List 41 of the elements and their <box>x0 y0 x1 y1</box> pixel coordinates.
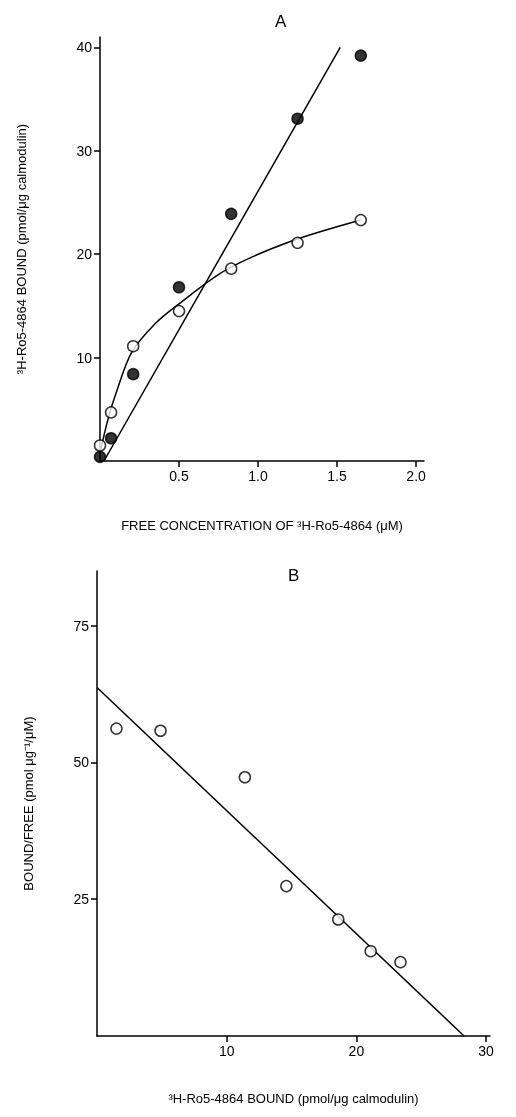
point <box>93 450 107 464</box>
point <box>280 879 293 893</box>
point <box>394 955 407 969</box>
point <box>154 724 167 737</box>
y-tick-label: 75 <box>73 617 90 634</box>
chart-title: B <box>288 566 300 585</box>
point <box>291 112 304 125</box>
y-tick-label: 50 <box>73 754 90 771</box>
y-tick-label: 10 <box>76 349 93 366</box>
x-tick-label: 10 <box>218 1043 235 1059</box>
chart-title: A <box>275 12 287 31</box>
y-tick-label: 30 <box>76 142 93 159</box>
x-tick-label: 2.0 <box>406 468 427 484</box>
x-tick-label: 30 <box>478 1043 495 1059</box>
x-tick-label: 1.5 <box>327 468 348 484</box>
point <box>172 281 186 294</box>
point <box>291 236 304 250</box>
point <box>93 439 107 452</box>
point <box>172 304 186 318</box>
point <box>126 367 140 381</box>
point <box>238 770 252 784</box>
point <box>354 49 368 62</box>
x-axis-title: FREE CONCENTRATION OF ³H-Ro5-4864 (μM) <box>121 518 403 533</box>
y-axis-title: ³H-Ro5-4864 BOUND (pmol/μg calmodulin) <box>14 123 29 375</box>
point <box>354 213 368 227</box>
y-tick-label: 25 <box>73 891 90 908</box>
point <box>224 207 238 221</box>
y-axis-title: BOUND/FREE (pmol μg⁻¹/μM) <box>21 716 36 891</box>
y-tick-label: 40 <box>76 39 93 56</box>
x-tick-label: 20 <box>348 1043 365 1059</box>
point <box>126 339 140 353</box>
y-tick-label: 20 <box>76 246 93 263</box>
point <box>332 913 345 926</box>
point <box>104 432 118 445</box>
point <box>110 722 123 735</box>
x-axis-title: ³H-Ro5-4864 BOUND (pmol/μg calmodulin) <box>168 1091 419 1106</box>
point <box>104 406 118 419</box>
point <box>224 262 238 275</box>
x-tick-label: 0.5 <box>169 468 189 484</box>
point <box>364 944 377 958</box>
x-tick-label: 1.0 <box>248 468 268 484</box>
